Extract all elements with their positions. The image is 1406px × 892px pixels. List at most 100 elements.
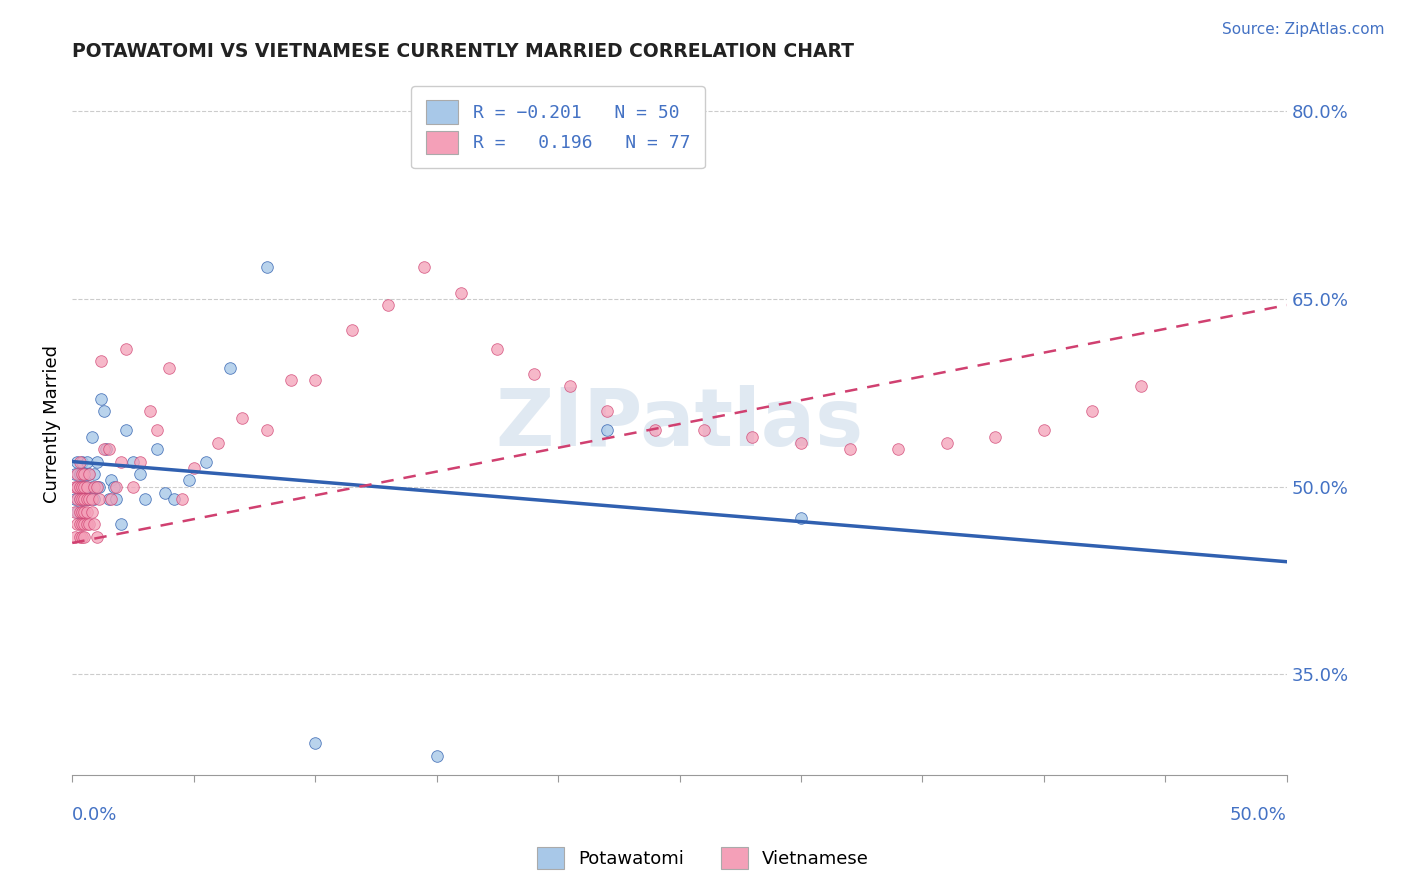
Point bbox=[595, 404, 617, 418]
Point bbox=[1130, 379, 1153, 393]
Point bbox=[73, 480, 96, 494]
Point bbox=[935, 435, 957, 450]
Point bbox=[183, 460, 205, 475]
Point bbox=[69, 454, 91, 468]
Text: ZIPatlas: ZIPatlas bbox=[495, 385, 863, 463]
Point bbox=[194, 454, 217, 468]
Point bbox=[73, 467, 96, 481]
Point bbox=[790, 435, 813, 450]
Point bbox=[134, 492, 156, 507]
Point bbox=[110, 454, 132, 468]
Point bbox=[76, 517, 98, 532]
Point bbox=[83, 517, 105, 532]
Point bbox=[66, 480, 89, 494]
Point bbox=[77, 467, 100, 481]
Text: 50.0%: 50.0% bbox=[1230, 806, 1286, 824]
Point bbox=[207, 435, 229, 450]
Point bbox=[122, 454, 145, 468]
Point bbox=[73, 505, 96, 519]
Text: 0.0%: 0.0% bbox=[72, 806, 118, 824]
Point bbox=[86, 454, 108, 468]
Point bbox=[73, 480, 96, 494]
Point bbox=[122, 480, 145, 494]
Point bbox=[73, 492, 96, 507]
Point bbox=[86, 480, 108, 494]
Point bbox=[97, 492, 120, 507]
Point bbox=[70, 480, 93, 494]
Point bbox=[96, 442, 118, 456]
Point bbox=[80, 480, 103, 494]
Point bbox=[86, 530, 108, 544]
Point bbox=[69, 492, 91, 507]
Point bbox=[76, 492, 98, 507]
Point bbox=[163, 492, 186, 507]
Point bbox=[77, 492, 100, 507]
Point bbox=[66, 505, 89, 519]
Point bbox=[83, 492, 105, 507]
Point bbox=[219, 360, 242, 375]
Point bbox=[114, 342, 136, 356]
Point bbox=[76, 454, 98, 468]
Point bbox=[90, 354, 112, 368]
Point bbox=[93, 404, 115, 418]
Point bbox=[86, 480, 108, 494]
Point bbox=[157, 360, 180, 375]
Point bbox=[97, 442, 120, 456]
Point bbox=[1032, 423, 1054, 437]
Text: Source: ZipAtlas.com: Source: ZipAtlas.com bbox=[1222, 22, 1385, 37]
Point bbox=[80, 505, 103, 519]
Point bbox=[170, 492, 193, 507]
Point bbox=[103, 480, 125, 494]
Point bbox=[100, 473, 122, 487]
Point bbox=[73, 517, 96, 532]
Point bbox=[129, 467, 152, 481]
Point bbox=[984, 429, 1007, 443]
Point bbox=[63, 467, 86, 481]
Point bbox=[486, 342, 509, 356]
Point bbox=[70, 492, 93, 507]
Point bbox=[644, 423, 666, 437]
Point bbox=[110, 517, 132, 532]
Point bbox=[66, 480, 89, 494]
Point bbox=[90, 392, 112, 406]
Point bbox=[66, 492, 89, 507]
Point bbox=[80, 492, 103, 507]
Point bbox=[63, 492, 86, 507]
Point bbox=[280, 373, 302, 387]
Point bbox=[70, 530, 93, 544]
Point bbox=[693, 423, 716, 437]
Point bbox=[70, 505, 93, 519]
Point bbox=[83, 480, 105, 494]
Point bbox=[76, 480, 98, 494]
Point bbox=[87, 480, 110, 494]
Text: POTAWATOMI VS VIETNAMESE CURRENTLY MARRIED CORRELATION CHART: POTAWATOMI VS VIETNAMESE CURRENTLY MARRI… bbox=[72, 42, 855, 61]
Point bbox=[63, 505, 86, 519]
Point bbox=[450, 285, 472, 300]
Point bbox=[790, 511, 813, 525]
Point bbox=[66, 467, 89, 481]
Point bbox=[340, 323, 363, 337]
Legend: R = −0.201   N = 50, R =   0.196   N = 77: R = −0.201 N = 50, R = 0.196 N = 77 bbox=[412, 86, 704, 169]
Point bbox=[77, 467, 100, 481]
Point bbox=[523, 367, 546, 381]
Point bbox=[70, 467, 93, 481]
Point bbox=[256, 260, 278, 275]
Point bbox=[139, 404, 162, 418]
Point bbox=[63, 480, 86, 494]
Point bbox=[73, 467, 96, 481]
Point bbox=[426, 748, 449, 763]
Legend: Potawatomi, Vietnamese: Potawatomi, Vietnamese bbox=[529, 838, 877, 879]
Point bbox=[377, 298, 399, 312]
Point bbox=[66, 454, 89, 468]
Point bbox=[83, 467, 105, 481]
Point bbox=[69, 517, 91, 532]
Point bbox=[73, 530, 96, 544]
Point bbox=[66, 517, 89, 532]
Point bbox=[304, 736, 326, 750]
Point bbox=[304, 373, 326, 387]
Point bbox=[231, 410, 253, 425]
Point bbox=[595, 423, 617, 437]
Point bbox=[69, 505, 91, 519]
Point bbox=[838, 442, 860, 456]
Point bbox=[69, 492, 91, 507]
